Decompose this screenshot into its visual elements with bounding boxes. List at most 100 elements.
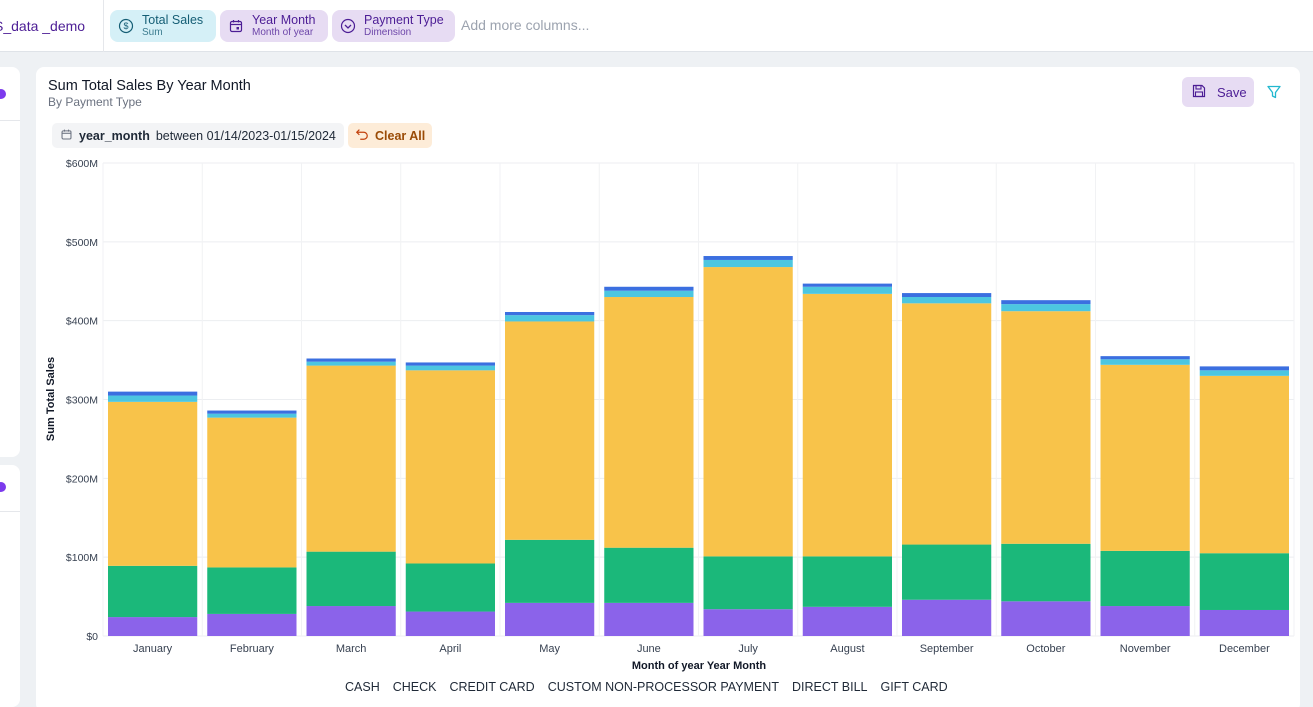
top-bar: S_data _demo $ Total Sales Sum Year Mont… (0, 0, 1313, 52)
x-tick-label: November (1120, 643, 1171, 655)
bar-segment-check-february[interactable] (207, 413, 297, 418)
pill-label: Year Month (252, 12, 316, 27)
column-pill-payment-type[interactable]: Payment Type Dimension (332, 10, 455, 42)
panel-indicator-dot[interactable] (0, 89, 6, 99)
bar-segment-cash-may[interactable] (505, 311, 595, 316)
dataset-selector[interactable]: S_data _demo (0, 0, 104, 52)
x-tick-label: February (230, 643, 275, 655)
legend-label: CREDIT CARD (449, 680, 535, 694)
legend-label: DIRECT BILL (791, 680, 868, 694)
bar-segment-cash-july[interactable] (703, 256, 793, 260)
bar-segment-credit-card-may[interactable] (505, 321, 595, 540)
calendar-icon (60, 128, 73, 144)
bar-segment-cash-september[interactable] (902, 293, 992, 298)
bar-segment-check-june[interactable] (604, 290, 694, 298)
filter-chip[interactable]: year_month between 01/14/2023-01/15/2024 (52, 123, 344, 148)
bar-segment-custom-non-processor-payment-july[interactable] (703, 556, 793, 610)
bar-segment-custom-non-processor-payment-june[interactable] (604, 547, 694, 603)
y-tick-label: $300M (66, 395, 98, 407)
bar-segment-cash-january[interactable] (108, 391, 198, 396)
bar-segment-cash-june[interactable] (604, 286, 694, 291)
legend-item-cash[interactable]: CASH (345, 680, 380, 694)
pill-label: Total Sales (142, 12, 204, 27)
pill-sublabel: Dimension (364, 27, 412, 39)
bar-segment-cash-december[interactable] (1199, 366, 1289, 371)
bar-segment-check-december[interactable] (1199, 370, 1289, 376)
bar-segment-custom-non-processor-payment-august[interactable] (802, 556, 892, 607)
bar-segment-check-april[interactable] (405, 365, 495, 371)
bar-segment-direct-bill-august[interactable] (802, 606, 892, 636)
x-tick-label: October (1026, 643, 1065, 655)
bar-segment-custom-non-processor-payment-march[interactable] (306, 551, 396, 607)
chart-title: Sum Total Sales By Year Month (48, 78, 251, 94)
bar-segment-custom-non-processor-payment-may[interactable] (505, 539, 595, 603)
bar-segment-credit-card-october[interactable] (1001, 311, 1091, 544)
column-pill-total-sales[interactable]: $ Total Sales Sum (110, 10, 216, 42)
bar-segment-custom-non-processor-payment-september[interactable] (902, 544, 992, 600)
bar-segment-cash-october[interactable] (1001, 300, 1091, 305)
divider (0, 511, 20, 512)
bar-segment-check-october[interactable] (1001, 304, 1091, 312)
add-columns-input[interactable]: Add more columns... (461, 17, 590, 33)
legend-item-check[interactable]: CHECK (393, 680, 437, 694)
bar-segment-direct-bill-october[interactable] (1001, 601, 1091, 636)
bar-segment-direct-bill-march[interactable] (306, 606, 396, 636)
bar-segment-credit-card-february[interactable] (207, 417, 297, 568)
bar-segment-custom-non-processor-payment-december[interactable] (1199, 553, 1289, 610)
y-tick-label: $0 (86, 631, 98, 643)
bar-segment-check-may[interactable] (505, 315, 595, 322)
bar-segment-cash-november[interactable] (1100, 356, 1190, 360)
bar-segment-check-january[interactable] (108, 395, 198, 402)
bar-segment-check-march[interactable] (306, 361, 396, 366)
bar-segment-custom-non-processor-payment-january[interactable] (108, 565, 198, 618)
bar-segment-direct-bill-may[interactable] (505, 602, 595, 636)
bar-segment-custom-non-processor-payment-november[interactable] (1100, 550, 1190, 607)
bar-segment-direct-bill-july[interactable] (703, 609, 793, 636)
bar-segment-cash-march[interactable] (306, 358, 396, 362)
clear-all-label: Clear All (375, 128, 426, 143)
legend-label: CASH (345, 680, 380, 694)
bar-segment-custom-non-processor-payment-april[interactable] (405, 563, 495, 612)
bar-segment-credit-card-august[interactable] (802, 293, 892, 557)
bar-segment-direct-bill-february[interactable] (207, 613, 297, 636)
bar-segment-check-august[interactable] (802, 286, 892, 294)
bar-segment-credit-card-november[interactable] (1100, 364, 1190, 551)
column-pill-year-month[interactable]: Year Month Month of year (220, 10, 328, 42)
bar-segment-direct-bill-september[interactable] (902, 599, 992, 636)
bar-segment-direct-bill-november[interactable] (1100, 606, 1190, 636)
legend-item-credit-card[interactable]: CREDIT CARD (450, 680, 535, 694)
bar-segment-custom-non-processor-payment-february[interactable] (207, 567, 297, 614)
bar-segment-direct-bill-april[interactable] (405, 611, 495, 636)
filter-icon[interactable] (1265, 83, 1283, 101)
bar-segment-direct-bill-january[interactable] (108, 617, 198, 636)
x-tick-label: July (738, 643, 758, 655)
bar-segment-check-july[interactable] (703, 259, 793, 268)
bar-segment-custom-non-processor-payment-october[interactable] (1001, 543, 1091, 602)
bar-segment-credit-card-september[interactable] (902, 303, 992, 545)
bar-segment-credit-card-july[interactable] (703, 267, 793, 557)
bar-segment-check-september[interactable] (902, 297, 992, 304)
bar-segment-direct-bill-december[interactable] (1199, 609, 1289, 636)
bar-segment-check-november[interactable] (1100, 359, 1190, 365)
bar-segment-direct-bill-june[interactable] (604, 602, 694, 636)
legend-item-gift-card[interactable]: GIFT CARD (880, 680, 947, 694)
bar-segment-cash-april[interactable] (405, 362, 495, 366)
save-button[interactable]: Save (1182, 77, 1254, 107)
legend-item-custom-non-processor-payment[interactable]: CUSTOM NON-PROCESSOR PAYMENT (548, 680, 779, 694)
chart-legend: CASH CHECK CREDIT CARD CUSTOM NON-PROCESSOR… (345, 680, 948, 694)
clear-all-button[interactable]: Clear All (348, 123, 433, 148)
y-tick-label: $100M (66, 552, 98, 564)
filter-field: year_month (79, 128, 150, 143)
bar-segment-credit-card-december[interactable] (1199, 375, 1289, 554)
panel-indicator-dot[interactable] (0, 482, 6, 492)
legend-item-direct-bill[interactable]: DIRECT BILL (792, 680, 868, 694)
dataset-name: S_data _demo (0, 18, 86, 34)
bar-segment-credit-card-march[interactable] (306, 365, 396, 552)
bar-segment-cash-february[interactable] (207, 410, 297, 414)
bar-segment-cash-august[interactable] (802, 283, 892, 287)
bar-segment-credit-card-january[interactable] (108, 401, 198, 566)
bar-segment-credit-card-june[interactable] (604, 297, 694, 548)
bar-segment-credit-card-april[interactable] (405, 370, 495, 564)
legend-label: CUSTOM NON-PROCESSOR PAYMENT (547, 680, 779, 694)
